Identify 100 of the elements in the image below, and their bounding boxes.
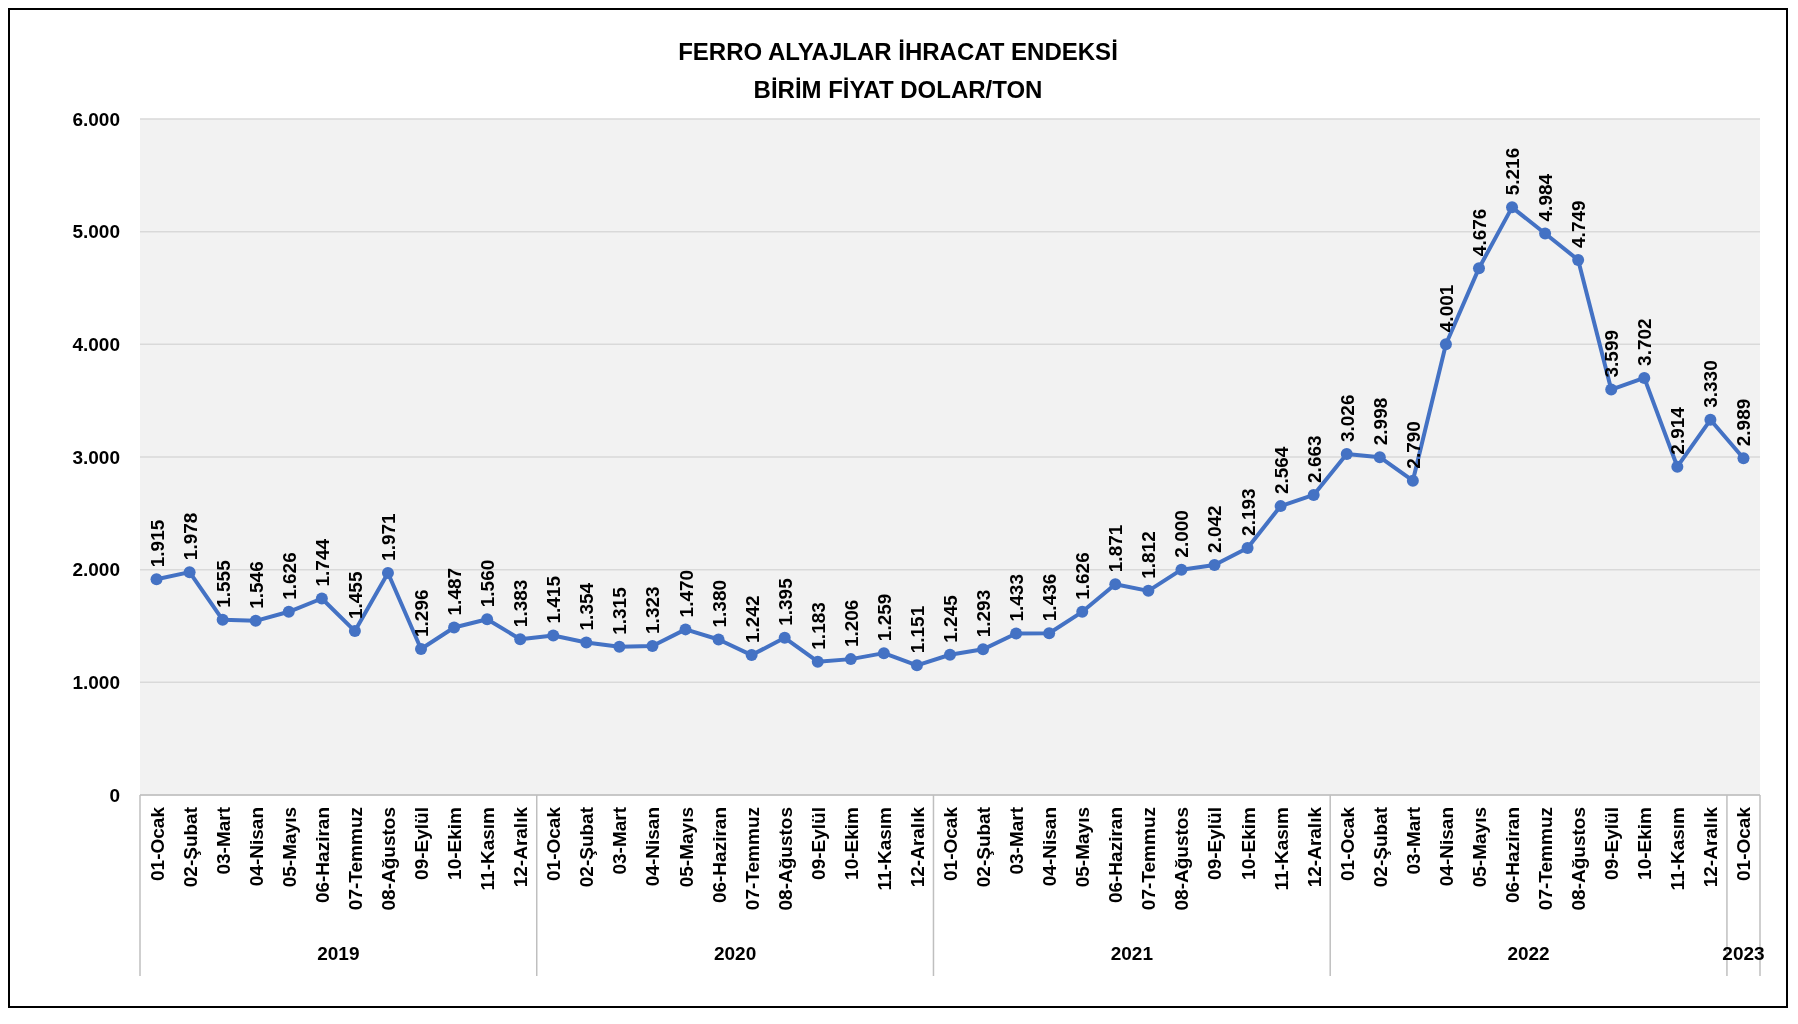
x-tick-label: 11-Kasım xyxy=(477,807,499,891)
data-label: 1.259 xyxy=(873,593,895,642)
x-tick-label: 05-Mayıs xyxy=(675,807,697,888)
x-tick-label: 08-Ağustos xyxy=(377,807,399,911)
point xyxy=(1307,488,1320,501)
x-tick-label: 03-Mart xyxy=(1006,806,1028,875)
data-label: 2.998 xyxy=(1369,397,1391,446)
x-tick-label: 07-Temmuz xyxy=(741,807,763,911)
y-tick-label: 4.000 xyxy=(72,333,120,355)
data-label: 2.989 xyxy=(1733,398,1755,447)
point xyxy=(216,613,229,626)
x-tick-label: 02-Şubat xyxy=(179,806,201,888)
data-label: 1.242 xyxy=(741,595,763,644)
data-label: 1.487 xyxy=(444,567,466,616)
data-label: 1.315 xyxy=(609,586,631,635)
point xyxy=(1737,452,1750,465)
text: 2020 xyxy=(713,943,757,964)
x-tick-label: 01-Ocak xyxy=(543,806,565,881)
x-tick-label: 03-Mart xyxy=(212,806,234,875)
x-tick-label: 01-Ocak xyxy=(1336,806,1358,881)
point xyxy=(1572,253,1585,266)
x-tick-label: 11-Kasım xyxy=(873,807,895,891)
x-tick-label: 10-Ekim xyxy=(1634,807,1656,880)
data-label: 2.790 xyxy=(1402,421,1424,469)
y-tick-label: 5.000 xyxy=(72,221,120,243)
x-tick-label: 01-Ocak xyxy=(1733,806,1755,881)
data-label: 1.354 xyxy=(576,582,598,631)
point xyxy=(348,625,361,638)
x-tick-label: 04-Nisan xyxy=(1039,807,1061,887)
point xyxy=(977,643,990,656)
x-tick-label: 09-Eylül xyxy=(1601,807,1623,880)
point xyxy=(712,633,725,646)
point xyxy=(1340,448,1353,461)
text: 2022 xyxy=(1507,943,1550,964)
x-tick-label: 12-Aralık xyxy=(1303,806,1325,888)
point xyxy=(1109,578,1122,591)
data-label: 1.436 xyxy=(1039,573,1061,622)
text: 2023 xyxy=(1722,943,1765,964)
data-label: 2.564 xyxy=(1270,446,1292,495)
point xyxy=(844,653,857,666)
x-tick-label: 10-Ekim xyxy=(840,807,862,880)
x-tick-label: 10-Ekim xyxy=(444,807,466,880)
data-label: 1.555 xyxy=(212,559,234,608)
x-tick-label: 05-Mayıs xyxy=(1468,807,1490,888)
text: 2021 xyxy=(1110,943,1154,964)
x-tick-label: 06-Haziran xyxy=(708,807,730,904)
x-tick-label: 04-Nisan xyxy=(1435,807,1457,887)
x-tick-label: 08-Ağustos xyxy=(1568,807,1590,911)
x-tick-label: 07-Temmuz xyxy=(1138,807,1160,911)
x-tick-label: 05-Mayıs xyxy=(1072,807,1094,888)
data-label: 1.812 xyxy=(1138,531,1160,579)
data-label: 4.001 xyxy=(1435,284,1457,333)
data-label: 2.000 xyxy=(1171,510,1193,558)
y-tick-label: 6.000 xyxy=(72,108,120,130)
x-tick-label: 02-Şubat xyxy=(973,806,995,888)
point xyxy=(1439,338,1452,351)
x-tick-label: 02-Şubat xyxy=(576,806,598,888)
point xyxy=(811,655,824,668)
x-tick-label: 05-Mayıs xyxy=(278,807,300,888)
point xyxy=(1539,227,1552,240)
data-label: 1.296 xyxy=(411,589,433,637)
x-tick-label: 09-Eylül xyxy=(411,807,433,880)
data-label: 1.415 xyxy=(543,575,565,624)
point xyxy=(1671,460,1684,473)
x-tick-label: 07-Temmuz xyxy=(344,807,366,911)
x-tick-label: 06-Haziran xyxy=(1502,807,1524,904)
point xyxy=(183,566,196,579)
point xyxy=(514,633,527,646)
point xyxy=(944,648,956,661)
data-label: 1.546 xyxy=(245,561,267,609)
y-tick-label: 1.000 xyxy=(72,671,120,693)
data-label: 1.470 xyxy=(675,569,697,618)
point xyxy=(1043,627,1056,640)
y-tick-label: 0 xyxy=(109,784,120,806)
x-tick-label: 06-Haziran xyxy=(311,807,333,904)
x-tick-label: 04-Nisan xyxy=(245,807,267,887)
data-label: 1.380 xyxy=(708,579,730,628)
point xyxy=(1605,383,1618,396)
point xyxy=(1472,262,1485,275)
point xyxy=(778,631,791,644)
x-tick-label: 06-Haziran xyxy=(1105,807,1127,904)
data-label: 2.914 xyxy=(1667,406,1689,455)
data-label: 2.193 xyxy=(1237,488,1259,536)
point xyxy=(547,629,560,642)
point xyxy=(1175,563,1188,576)
point xyxy=(282,605,295,618)
x-tick-label: 09-Eylül xyxy=(1204,807,1226,880)
y-tick-label: 3.000 xyxy=(72,446,120,468)
point xyxy=(1506,201,1519,214)
data-label: 2.663 xyxy=(1303,435,1325,483)
data-label: 1.151 xyxy=(906,605,928,654)
x-tick-label: 10-Ekim xyxy=(1237,807,1259,880)
data-label: 5.216 xyxy=(1502,147,1524,196)
data-label: 1.395 xyxy=(774,577,796,626)
x-tick-label: 02-Şubat xyxy=(1369,806,1391,888)
data-label: 1.293 xyxy=(973,589,995,638)
data-label: 4.676 xyxy=(1468,208,1490,257)
x-tick-label: 08-Ağustos xyxy=(1171,807,1193,911)
point xyxy=(1010,627,1023,640)
point xyxy=(910,659,923,672)
